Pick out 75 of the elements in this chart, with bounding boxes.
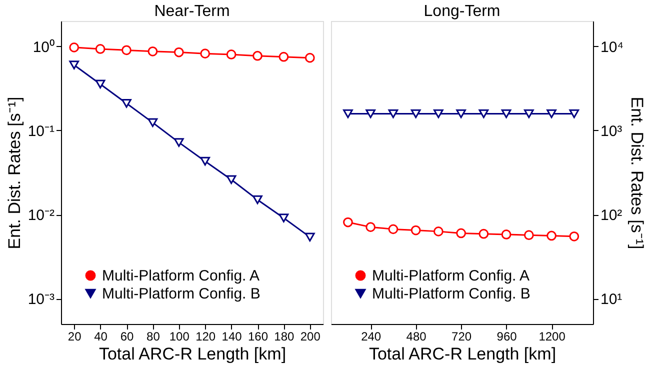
point <box>304 232 315 242</box>
point <box>343 109 353 118</box>
legend-label: Multi-Platform Config. B <box>372 286 530 302</box>
point <box>410 225 421 236</box>
point <box>546 109 556 118</box>
point <box>501 230 512 240</box>
point <box>69 60 80 70</box>
point <box>226 175 236 184</box>
point <box>200 156 210 166</box>
x-tick-label: 120 <box>196 330 216 344</box>
legend-label: Multi-Platform Config. B <box>102 286 260 302</box>
y-tick-label: 10⁰ <box>32 38 54 56</box>
x-tick-label: 200 <box>300 330 321 344</box>
x-tick-label: 80 <box>146 330 160 344</box>
x-tick-label: 1200 <box>538 330 566 344</box>
point <box>478 109 489 118</box>
y-tick-label: 10¹ <box>600 291 622 308</box>
point <box>524 109 534 118</box>
point <box>69 42 80 52</box>
point <box>501 109 512 118</box>
point <box>148 118 158 127</box>
point <box>304 52 315 63</box>
point <box>200 48 210 58</box>
point <box>148 46 158 56</box>
point <box>478 228 489 239</box>
y-tick-label: 10⁴ <box>600 38 624 56</box>
chart-title: Long-Term <box>424 3 500 20</box>
y-tick-label: 10³ <box>600 122 622 140</box>
point <box>546 230 556 241</box>
point <box>524 230 534 240</box>
x-tick-label: 100 <box>169 330 190 344</box>
point <box>95 44 106 54</box>
point <box>343 217 353 228</box>
x-axis-title: Total ARC-R Length [km] <box>98 344 286 364</box>
y-tick-label: 10² <box>600 207 622 224</box>
x-tick-label: 140 <box>222 330 242 344</box>
point <box>366 222 376 232</box>
x-tick-label: 40 <box>94 330 108 344</box>
point <box>252 50 262 61</box>
point <box>366 109 376 118</box>
point <box>278 214 289 222</box>
x-tick-label: 480 <box>406 330 427 344</box>
x-tick-label: 240 <box>361 330 382 344</box>
chart-title: Near-Term <box>154 3 230 20</box>
y-axis-title: Ent. Dist. Rates [s⁻¹] <box>628 96 647 250</box>
point <box>122 98 132 108</box>
point <box>252 195 262 204</box>
point <box>569 231 580 242</box>
point <box>456 228 466 238</box>
x-tick-label: 180 <box>274 330 295 344</box>
point <box>174 138 184 147</box>
point <box>569 109 580 118</box>
point <box>388 109 398 118</box>
x-tick-label: 960 <box>496 330 518 344</box>
point <box>388 224 398 234</box>
point <box>434 109 444 118</box>
point <box>95 80 106 89</box>
x-tick-label: 160 <box>248 330 268 344</box>
point <box>226 50 236 60</box>
point <box>122 45 132 56</box>
y-tick-label: 10⁻¹ <box>28 122 54 140</box>
point <box>434 226 444 236</box>
legend-label: Multi-Platform Config. A <box>102 268 260 284</box>
x-tick-label: 60 <box>120 330 134 344</box>
point <box>410 109 421 118</box>
legend-label: Multi-Platform Config. A <box>372 268 530 284</box>
y-axis-title: Ent. Dist. Rates [s⁻¹] <box>4 96 24 250</box>
y-tick-label: 10⁻³ <box>28 291 54 308</box>
point <box>278 52 289 62</box>
y-tick-label: 10⁻² <box>28 207 54 224</box>
point <box>174 47 184 58</box>
x-tick-label: 20 <box>68 330 82 344</box>
x-tick-label: 720 <box>452 330 472 344</box>
point <box>456 109 466 118</box>
x-axis-title: Total ARC-R Length [km] <box>368 344 556 364</box>
